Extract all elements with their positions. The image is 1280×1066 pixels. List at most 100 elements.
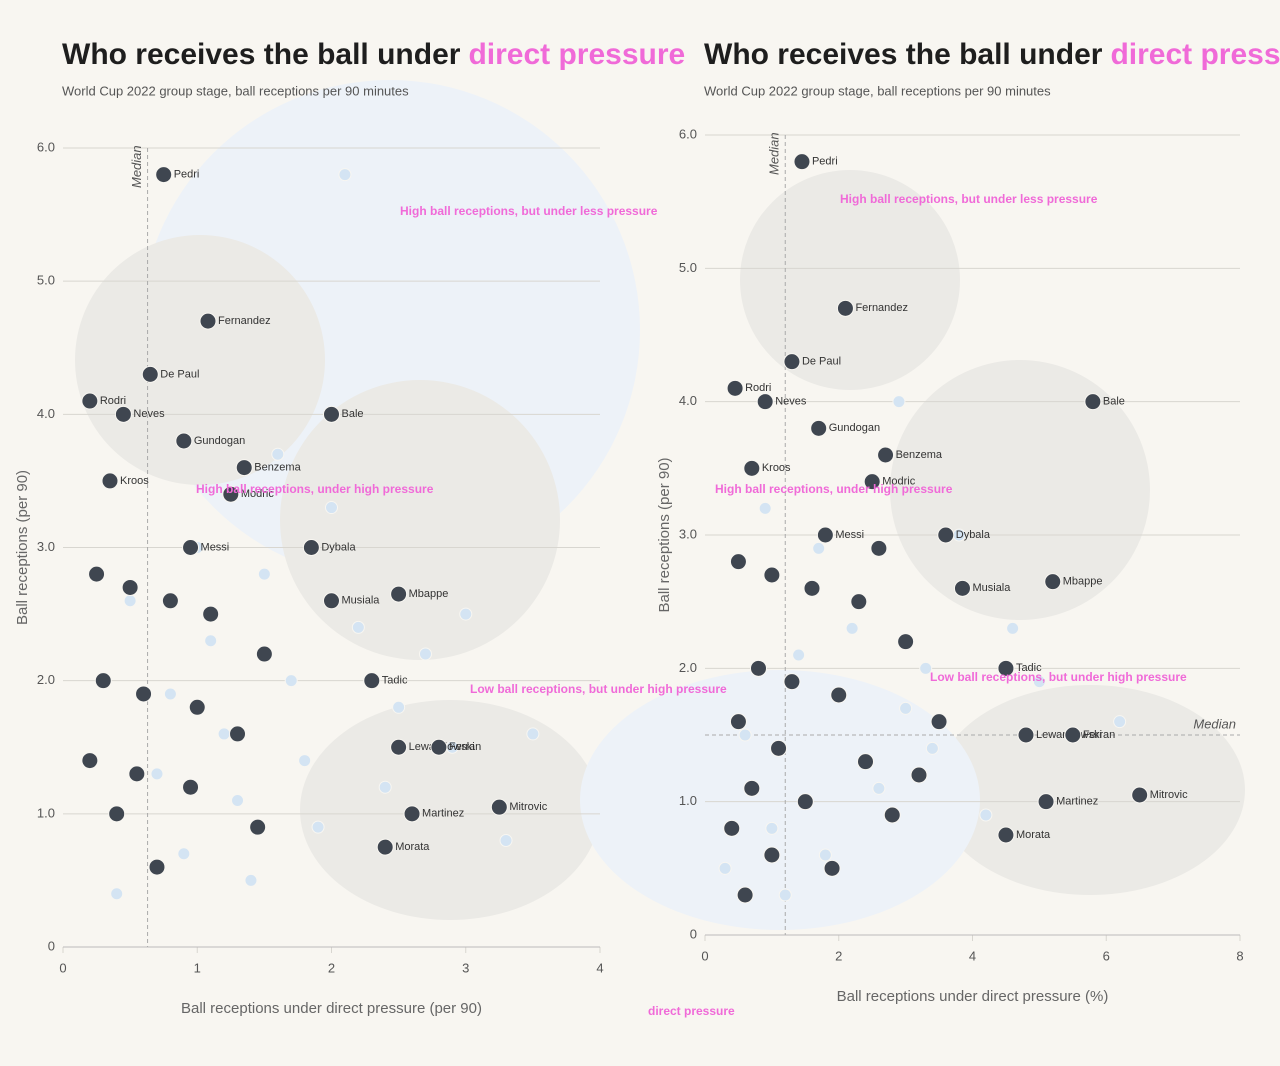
- point: [997, 826, 1015, 844]
- point: [235, 459, 253, 477]
- point: [1037, 793, 1055, 811]
- point-label: Bale: [342, 408, 364, 420]
- point: [182, 778, 200, 796]
- y-tick-label: 3.0: [679, 526, 697, 541]
- point-label: Fernandez: [855, 302, 908, 314]
- point: [418, 647, 432, 661]
- zone: [935, 685, 1245, 895]
- y-tick-label: 5.0: [679, 260, 697, 275]
- point: [204, 634, 218, 648]
- point-label: Benzema: [896, 449, 943, 461]
- median-label: Median: [1193, 716, 1236, 731]
- point: [729, 553, 747, 571]
- point: [729, 713, 747, 731]
- y-tick-label: 2.0: [679, 660, 697, 675]
- point: [255, 645, 273, 663]
- point: [723, 819, 741, 837]
- point: [1113, 715, 1127, 729]
- point: [110, 887, 124, 901]
- point: [526, 727, 540, 741]
- point: [148, 858, 166, 876]
- point: [390, 585, 408, 603]
- x-tick-label: 0: [59, 960, 66, 975]
- point: [930, 713, 948, 731]
- point: [177, 847, 191, 861]
- point: [323, 405, 340, 423]
- point: [188, 698, 206, 716]
- point: [756, 393, 774, 411]
- point-label: De Paul: [802, 356, 841, 368]
- point: [338, 168, 352, 182]
- point: [323, 592, 340, 610]
- point-label: Martinez: [422, 808, 464, 820]
- y-tick-label: 1.0: [679, 793, 697, 808]
- x-tick-label: 6: [1103, 948, 1110, 963]
- point: [244, 873, 258, 887]
- point-label: Benzema: [254, 462, 301, 474]
- annotation: High ball receptions, but under less pre…: [400, 204, 658, 218]
- point: [738, 728, 752, 742]
- point: [778, 888, 792, 902]
- point: [249, 818, 267, 836]
- x-tick-label: 8: [1236, 948, 1243, 963]
- point: [88, 565, 106, 583]
- point: [1064, 726, 1082, 744]
- point: [796, 793, 814, 811]
- point: [937, 526, 955, 544]
- point: [870, 539, 888, 557]
- point: [836, 299, 854, 317]
- point: [818, 848, 832, 862]
- point: [979, 808, 993, 822]
- x-axis-label: Ball receptions under direct pressure (p…: [181, 1000, 482, 1017]
- point-label: Messi: [201, 541, 230, 553]
- y-tick-label: 0: [690, 926, 697, 941]
- point: [736, 886, 754, 904]
- point: [783, 353, 801, 371]
- point: [803, 579, 821, 597]
- point: [743, 779, 761, 797]
- point-label: Tadic: [382, 675, 408, 687]
- point: [1131, 786, 1149, 804]
- y-axis-label: Ball receptions (per 90): [656, 457, 673, 612]
- median-label: Median: [129, 145, 144, 188]
- point: [150, 767, 164, 781]
- point: [758, 501, 772, 515]
- point-label: Morata: [1016, 829, 1051, 841]
- point: [892, 395, 906, 409]
- point-label: Ferran: [449, 741, 481, 753]
- y-tick-label: 0: [48, 938, 55, 953]
- point: [499, 833, 513, 847]
- point: [863, 473, 881, 491]
- subtitle: World Cup 2022 group stage, ball recepti…: [62, 83, 409, 98]
- point: [857, 753, 874, 771]
- x-axis-label: Ball receptions under direct pressure (%…: [837, 988, 1109, 1005]
- point: [793, 153, 811, 171]
- point: [459, 607, 473, 621]
- point: [202, 605, 220, 623]
- point: [311, 820, 325, 834]
- title-text: Who receives the ball under: [62, 38, 461, 71]
- point: [783, 673, 801, 691]
- point: [763, 846, 781, 864]
- zone: [300, 700, 600, 920]
- point: [925, 741, 939, 755]
- point: [830, 686, 848, 704]
- point-label: Mitrovic: [509, 801, 547, 813]
- point: [765, 821, 779, 835]
- point-label: Gundogan: [829, 422, 880, 434]
- point: [770, 739, 788, 757]
- point: [302, 539, 320, 556]
- point-label: Dybala: [956, 529, 991, 541]
- annotation: High ball receptions, under high pressur…: [715, 482, 953, 496]
- point-label: Morata: [395, 841, 430, 853]
- point: [1032, 675, 1046, 689]
- point: [376, 838, 394, 856]
- y-tick-label: 6.0: [37, 139, 55, 154]
- point: [351, 620, 365, 634]
- annotation: High ball receptions, under high pressur…: [196, 482, 434, 496]
- y-tick-label: 5.0: [37, 273, 55, 288]
- point: [392, 700, 406, 714]
- point: [121, 578, 139, 596]
- y-tick-label: 6.0: [679, 126, 697, 141]
